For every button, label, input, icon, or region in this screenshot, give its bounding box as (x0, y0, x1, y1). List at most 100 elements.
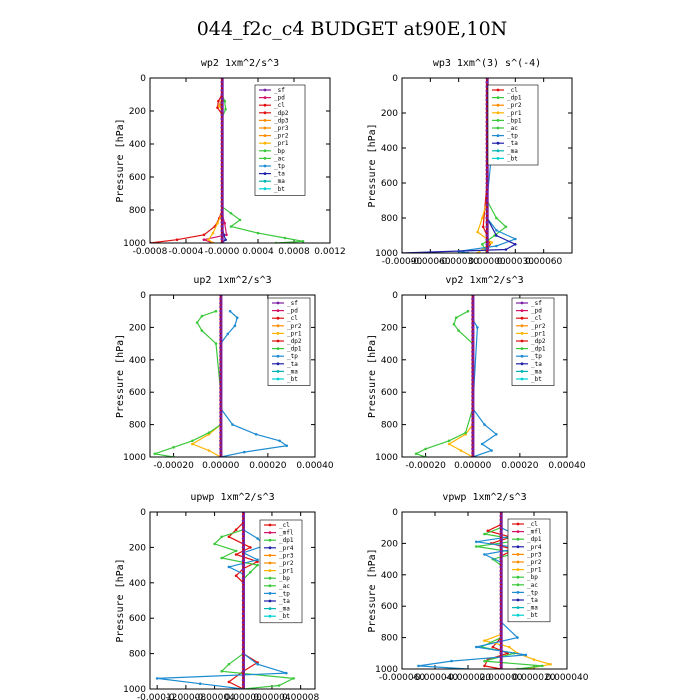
zero-line-marker (471, 370, 475, 374)
zero-line-marker (220, 179, 224, 183)
zero-line-marker (471, 427, 475, 431)
legend-entry: _ac (274, 155, 285, 162)
series-point (495, 234, 498, 237)
zero-line-marker (485, 199, 489, 202)
legend-marker (268, 614, 272, 618)
zero-line-marker (471, 362, 475, 366)
panel-title: vp2 1xm^2/s^3 (445, 275, 523, 286)
plot-frame (401, 294, 568, 458)
zero-line-marker (219, 342, 223, 346)
zero-line-marker (241, 607, 245, 611)
legend-entry: _dp2 (287, 338, 302, 345)
zero-line-marker (241, 576, 245, 580)
y-axis-label: Pressure [hPa] (367, 334, 378, 418)
legend-marker (276, 332, 280, 335)
legend-entry: _pr3 (274, 125, 289, 132)
legend-marker (268, 546, 272, 550)
zero-line-marker (220, 220, 224, 224)
legend-entry: _pd (287, 308, 298, 315)
zero-line-marker (241, 554, 245, 558)
zero-line-marker (499, 565, 503, 569)
zero-line-marker (241, 634, 245, 638)
series-group (153, 295, 289, 457)
zero-line-marker (499, 592, 503, 596)
x-tick-label: 0.00000 (202, 461, 239, 471)
zero-line-marker (220, 192, 224, 195)
series-point (457, 329, 460, 332)
series-point (207, 449, 211, 452)
zero-line-marker (241, 519, 245, 523)
zero-line-marker (241, 559, 245, 563)
y-tick-label: 1000 (123, 685, 146, 695)
zero-line-marker (219, 366, 223, 370)
legend-marker (263, 187, 267, 191)
zero-line-marker (220, 237, 224, 241)
series-point (214, 309, 218, 313)
legend-entry: _tp (287, 353, 298, 360)
y-tick-label: 0 (140, 74, 146, 84)
x-tick-label: -0.00008 (166, 693, 207, 700)
series-point (491, 645, 495, 649)
zero-line-marker (471, 410, 475, 414)
legend-marker (268, 554, 272, 557)
zero-line-marker (219, 350, 223, 354)
chart-panel-2: wp3 1xm^(3) s^(-4) Pressure [hPa] 0 200 400 6… (367, 58, 573, 267)
y-tick-label: 0 (140, 291, 146, 301)
series-point (516, 636, 519, 639)
zero-line-marker (471, 374, 475, 378)
series-line (213, 529, 296, 689)
zero-line-marker (485, 207, 489, 211)
series-group (417, 512, 552, 669)
zero-line-marker (485, 181, 489, 185)
zero-line-marker (499, 581, 503, 585)
zero-line-marker (241, 563, 245, 567)
zero-line-marker (241, 532, 245, 536)
zero-line-marker (471, 325, 475, 329)
y-tick-label: 800 (381, 214, 398, 224)
legend-entry: _dp2 (274, 110, 289, 117)
y-axis-label: Pressure [hPa] (115, 558, 126, 642)
legend-entry: _mfl (527, 529, 542, 536)
y-axis-label: Pressure [hPa] (115, 118, 126, 202)
legend-entry: _bt (531, 376, 542, 383)
zero-line-marker (241, 683, 245, 687)
x-tick-label: 0.000000 (480, 673, 523, 683)
zero-line-marker (219, 394, 223, 398)
legend-marker (268, 523, 272, 527)
series-line (402, 217, 517, 253)
zero-line-marker (485, 80, 489, 84)
legend-entry: _tp (527, 589, 538, 596)
series-point (217, 99, 220, 103)
series-point (285, 444, 289, 448)
legend-marker (263, 88, 267, 92)
legend-box (487, 84, 539, 166)
legend-entry: _cl (531, 315, 542, 322)
zero-line-marker (485, 247, 489, 251)
legend-entry: _mfl (279, 530, 294, 537)
zero-line-marker (219, 378, 223, 382)
zero-line-marker (471, 301, 475, 305)
zero-line-marker (471, 321, 475, 325)
y-tick-label: 200 (381, 109, 398, 119)
zero-line-marker (499, 643, 503, 647)
legend-marker (268, 599, 272, 603)
zero-line-marker (471, 406, 475, 410)
zero-line-marker (219, 317, 223, 321)
legend-marker (520, 362, 524, 366)
zero-line-marker (485, 229, 489, 233)
y-tick-label: 1000 (375, 249, 398, 259)
zero-line-marker (219, 321, 223, 325)
zero-line-marker (471, 297, 475, 301)
zero-line-marker (220, 204, 224, 208)
series-point (207, 238, 210, 241)
legend-entry: _ta (274, 171, 285, 178)
legend-marker (516, 545, 520, 549)
series-point (256, 537, 259, 540)
series-point (233, 324, 237, 328)
legend: _sf_pd_cl_pr2_pr1_dp2_dp1_tp_ta_ma_bt (267, 297, 311, 386)
series-point (227, 680, 231, 684)
legend-marker (496, 88, 500, 92)
y-tick-label: 200 (129, 323, 146, 333)
legend: _cl_mfl_dp1_pr4_pr3_pr2_pr1_bp_ac_tp_ta_… (259, 519, 303, 624)
